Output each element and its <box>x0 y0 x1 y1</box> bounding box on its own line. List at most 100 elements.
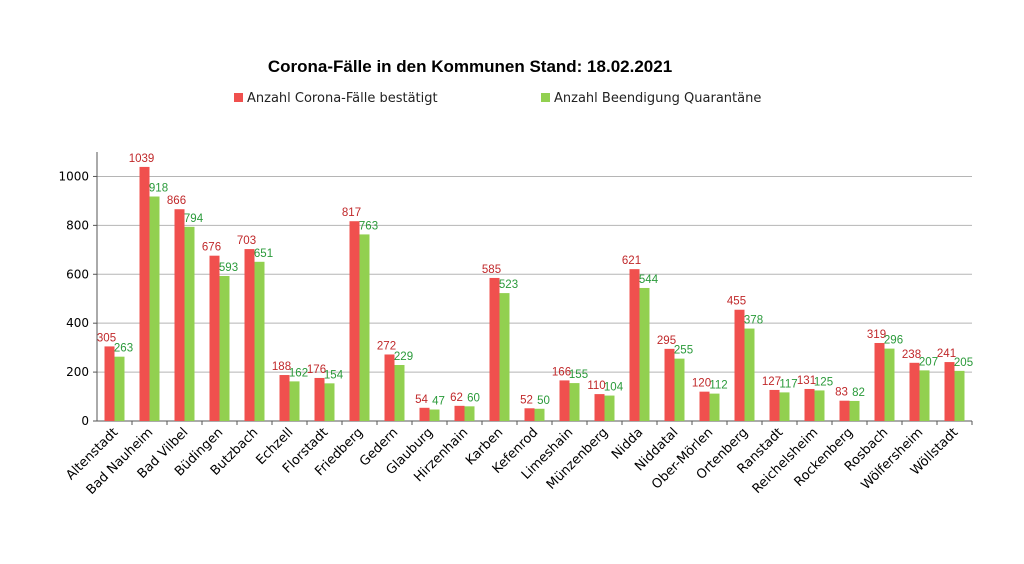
data-label-quarantine-ended: 154 <box>324 369 344 381</box>
bar-confirmed <box>174 209 185 421</box>
data-label-quarantine-ended: 794 <box>184 213 204 225</box>
data-label-confirmed: 62 <box>450 392 463 404</box>
data-label-confirmed: 176 <box>307 364 326 376</box>
data-label-confirmed: 676 <box>202 242 221 254</box>
data-label-quarantine-ended: 378 <box>744 315 763 327</box>
data-label-quarantine-ended: 60 <box>467 392 480 404</box>
bar-confirmed <box>524 408 535 421</box>
data-label-quarantine-ended: 263 <box>114 343 133 355</box>
legend-label-confirmed: Anzahl Corona-Fälle bestätigt <box>247 91 438 106</box>
bar-quarantine-ended <box>254 261 265 421</box>
data-label-confirmed: 131 <box>797 375 816 387</box>
bar-quarantine-ended <box>149 196 160 421</box>
bar-confirmed <box>209 255 220 421</box>
data-label-confirmed: 188 <box>272 361 291 373</box>
bar-quarantine-ended <box>814 390 825 421</box>
data-label-confirmed: 585 <box>482 264 501 276</box>
data-label-confirmed: 120 <box>692 378 711 390</box>
data-label-confirmed: 866 <box>167 195 186 207</box>
y-tick-label: 1000 <box>58 169 89 183</box>
bar-quarantine-ended <box>954 370 965 421</box>
gridlines <box>97 175 972 422</box>
bar-quarantine-ended <box>849 400 860 421</box>
bar-confirmed <box>769 389 780 421</box>
bar-quarantine-ended <box>674 358 685 421</box>
y-tick-label: 600 <box>66 267 89 281</box>
data-label-confirmed: 241 <box>937 348 956 360</box>
bar-quarantine-ended <box>464 406 475 421</box>
data-label-quarantine-ended: 50 <box>537 395 550 407</box>
data-label-quarantine-ended: 255 <box>674 345 693 357</box>
y-tick-label: 200 <box>66 365 89 379</box>
data-label-quarantine-ended: 125 <box>814 376 833 388</box>
bar-confirmed <box>384 354 395 421</box>
bar-quarantine-ended <box>779 392 790 421</box>
legend: Anzahl Corona-Fälle bestätigt Anzahl Bee… <box>234 91 761 106</box>
bar-confirmed <box>559 380 570 421</box>
bar-quarantine-ended <box>219 275 230 421</box>
data-label-quarantine-ended: 296 <box>884 335 903 347</box>
bar-confirmed <box>629 269 640 421</box>
bar-confirmed <box>839 400 850 421</box>
bar-quarantine-ended <box>604 395 615 421</box>
data-label-quarantine-ended: 918 <box>149 183 168 195</box>
x-tick-label: Münzenberg <box>544 425 611 492</box>
data-label-quarantine-ended: 651 <box>254 248 273 260</box>
bar-quarantine-ended <box>639 287 650 421</box>
bar-confirmed <box>104 346 115 421</box>
bars <box>104 166 965 421</box>
bar-quarantine-ended <box>534 408 545 421</box>
data-label-confirmed: 319 <box>867 329 886 341</box>
data-label-quarantine-ended: 544 <box>639 274 659 286</box>
y-tick-label: 800 <box>66 218 89 232</box>
bar-confirmed <box>454 405 465 421</box>
bar-confirmed <box>874 342 885 421</box>
data-label-quarantine-ended: 155 <box>569 369 588 381</box>
bar-quarantine-ended <box>324 383 335 421</box>
data-label-quarantine-ended: 104 <box>604 382 624 394</box>
bar-confirmed <box>314 377 325 421</box>
data-label-confirmed: 54 <box>415 394 428 406</box>
data-label-confirmed: 817 <box>342 207 361 219</box>
data-label-confirmed: 305 <box>97 332 116 344</box>
bar-quarantine-ended <box>429 409 440 421</box>
bar-confirmed <box>699 391 710 421</box>
data-label-confirmed: 703 <box>237 235 256 247</box>
bar-quarantine-ended <box>499 293 510 421</box>
data-label-confirmed: 621 <box>622 255 641 267</box>
data-label-confirmed: 295 <box>657 335 676 347</box>
bar-confirmed <box>139 166 150 421</box>
bar-confirmed <box>489 277 500 421</box>
data-label-confirmed: 238 <box>902 349 921 361</box>
bar-confirmed <box>664 348 675 421</box>
bar-quarantine-ended <box>919 370 930 421</box>
data-label-quarantine-ended: 112 <box>709 380 727 392</box>
data-label-quarantine-ended: 593 <box>219 262 238 274</box>
data-label-confirmed: 110 <box>587 380 605 392</box>
bar-quarantine-ended <box>709 393 720 421</box>
data-label-quarantine-ended: 162 <box>289 367 308 379</box>
bar-quarantine-ended <box>569 383 580 421</box>
data-label-confirmed: 166 <box>552 366 571 378</box>
data-label-confirmed: 127 <box>762 376 781 388</box>
data-label-quarantine-ended: 117 <box>779 378 797 390</box>
data-label-confirmed: 83 <box>835 387 848 399</box>
bar-quarantine-ended <box>289 381 300 421</box>
bar-confirmed <box>419 407 430 421</box>
bar-quarantine-ended <box>394 364 405 421</box>
bar-confirmed <box>349 221 360 421</box>
y-axis: 0 200 400 600 800 1000 <box>58 152 98 428</box>
chart-title: Corona-Fälle in den Kommunen Stand: 18.0… <box>268 57 672 76</box>
bar-confirmed <box>944 362 955 421</box>
data-label-quarantine-ended: 523 <box>499 279 518 291</box>
bar-confirmed <box>804 388 815 421</box>
bar-quarantine-ended <box>744 328 755 421</box>
y-tick-label: 0 <box>81 414 89 428</box>
legend-swatch-confirmed <box>234 93 243 102</box>
data-label-confirmed: 272 <box>377 340 396 352</box>
data-label-quarantine-ended: 229 <box>394 351 413 363</box>
data-label-quarantine-ended: 205 <box>954 357 973 369</box>
